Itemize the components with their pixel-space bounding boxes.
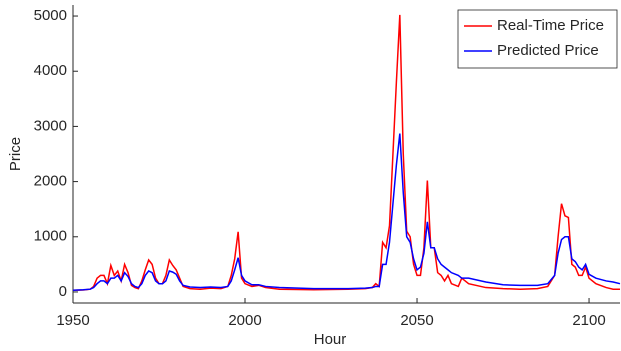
x-tick-label: 1950 <box>56 312 89 329</box>
legend-box <box>457 9 618 69</box>
y-axis-label: Price <box>7 137 24 171</box>
x-axis-label: Hour <box>314 331 347 348</box>
series-line <box>72 133 621 292</box>
x-tick-label: 2050 <box>400 312 433 329</box>
y-tick-label: 4000 <box>34 62 67 79</box>
y-tick-label: 5000 <box>34 7 67 24</box>
y-tick-label: 1000 <box>34 228 67 245</box>
x-tick-label: 2000 <box>228 312 261 329</box>
legend-label: Real-Time Price <box>497 17 604 34</box>
legend-label: Predicted Price <box>497 42 599 59</box>
y-tick-label: 3000 <box>34 117 67 134</box>
y-tick-label: 2000 <box>34 173 67 190</box>
y-tick-label: 0 <box>59 283 67 300</box>
x-tick-label: 2100 <box>572 312 605 329</box>
